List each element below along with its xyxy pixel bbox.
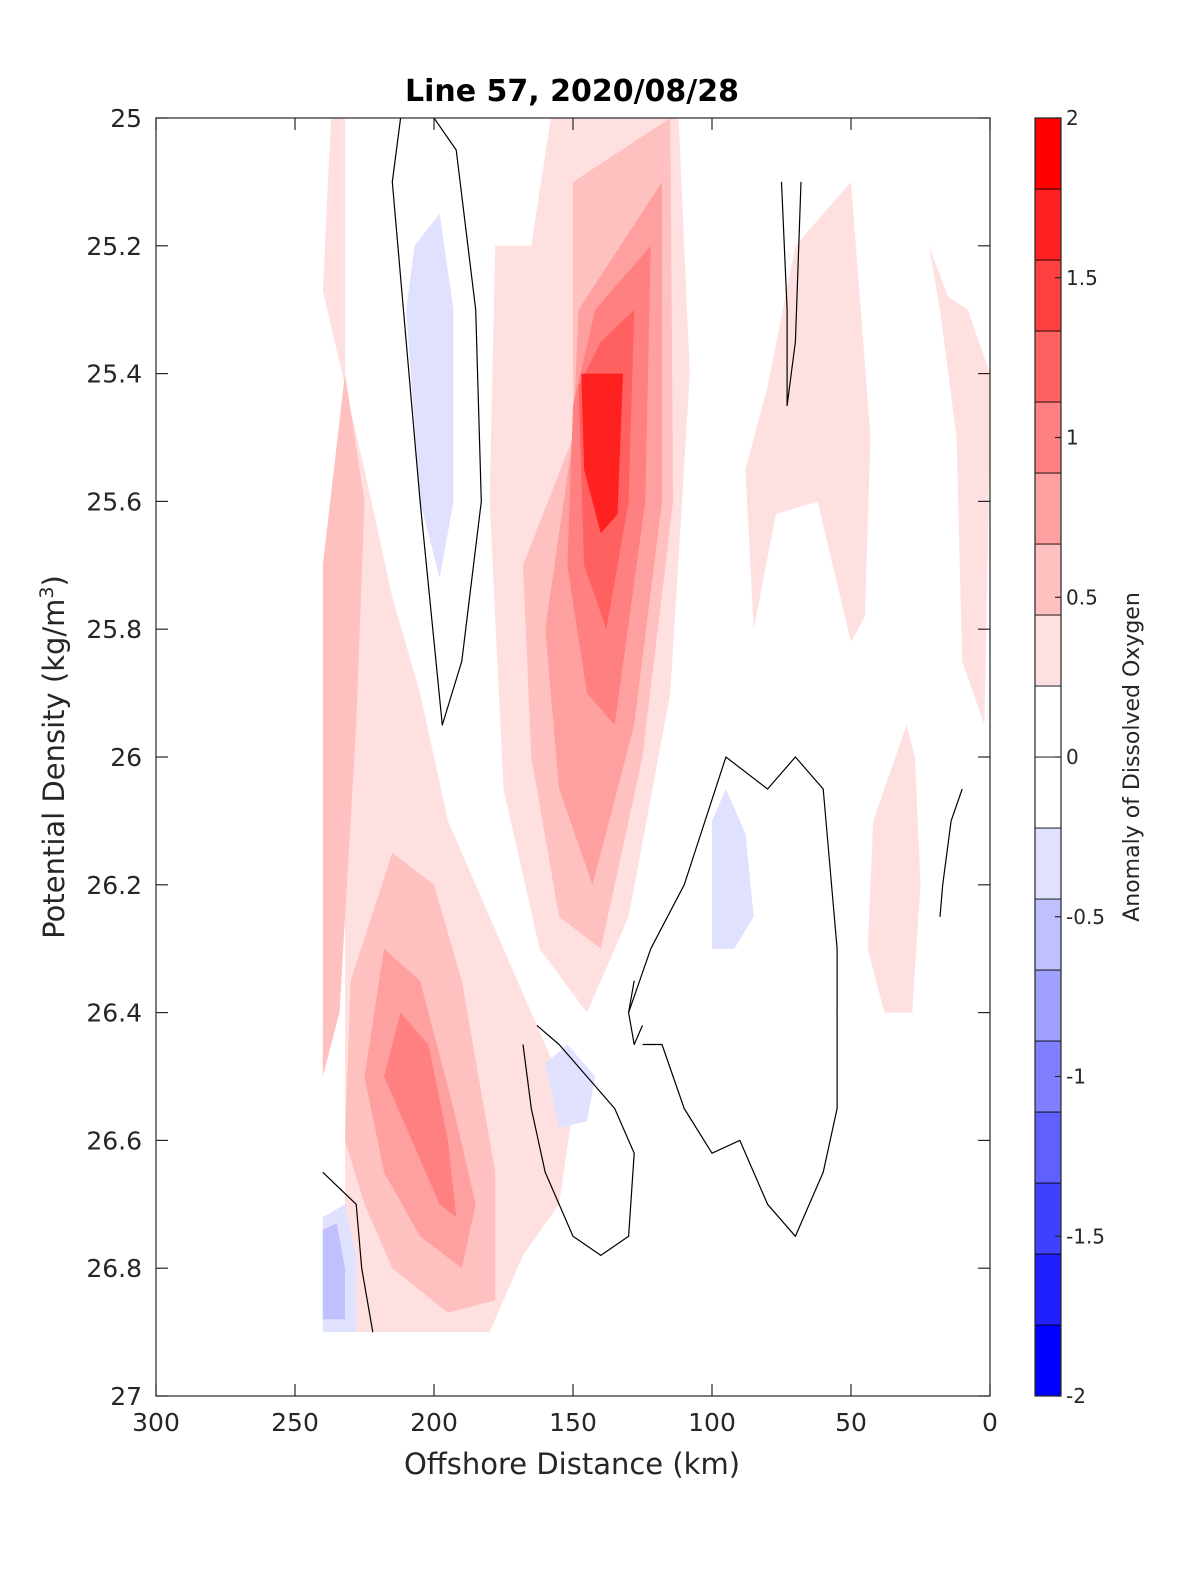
zero-contours [322,118,963,1333]
anomaly-region-16 [545,1044,596,1128]
y-tick-label: 25.4 [86,360,142,389]
anomaly-region-5 [322,373,365,1077]
y-tick-label: 25.8 [86,615,142,644]
zero-contour-2 [628,756,838,1237]
y-tick-label: 26.4 [86,999,142,1028]
colorbar-tick-label: 0 [1066,745,1079,769]
colorbar-swatch [1034,898,1062,971]
colorbar-swatch [1034,685,1062,758]
colorbar-tick-label: 2 [1066,106,1079,130]
y-tick-label: 26.8 [86,1254,142,1283]
colorbar-tick-label: -0.5 [1066,905,1105,929]
x-tick-label: 300 [132,1408,180,1437]
x-tick-label: 200 [410,1408,458,1437]
anomaly-region-3 [867,725,921,1013]
colorbar-swatch [1034,472,1062,545]
zero-contour-4 [322,1171,374,1333]
anomaly-region-11 [384,1012,457,1218]
anomaly-region-1 [745,181,871,642]
y-tick-label: 26.2 [86,871,142,900]
anomaly-region-18 [322,1223,345,1320]
colorbar-tick-label: -1.5 [1066,1224,1105,1248]
anomaly-region-14 [406,213,454,579]
y-tick-label: 27 [110,1382,142,1411]
colorbar-swatch [1034,969,1062,1042]
x-axis-label: Offshore Distance (km) [404,1447,740,1481]
colorbar-tick-label: -1 [1066,1065,1086,1089]
colorbar-swatch [1034,1253,1062,1326]
zero-contour-6 [627,980,644,1046]
colorbar-swatch [1034,330,1062,403]
colorbar-swatch [1034,1324,1062,1397]
colorbar-swatch [1034,543,1062,616]
anomaly-region-15 [712,789,754,949]
colorbar-swatch [1034,827,1062,900]
colorbar-swatch [1034,756,1062,829]
anomaly-region-13 [581,373,623,534]
anomaly-region-2 [928,245,990,726]
y-tick-label: 25 [110,104,142,133]
colorbar: -2 -1.5 -1 -0.5 0 0.5 1 1.5 2 [1034,106,1105,1408]
y-tick-label: 26 [110,743,142,772]
zero-contour-3 [522,1024,635,1257]
x-tick-label: 0 [982,1408,998,1437]
colorbar-tick-label: 1.5 [1066,266,1098,290]
x-tick-label: 250 [271,1408,319,1437]
colorbar-swatch [1034,259,1062,332]
colorbar-swatch [1034,117,1062,190]
zero-contour-0 [391,118,482,726]
colorbar-label: Anomaly of Dissolved Oxygen [1120,592,1145,922]
x-tick-label: 50 [835,1408,867,1437]
chart-title: Line 57, 2020/08/28 [405,74,739,109]
y-axis: 25 25.2 25.4 25.6 25.8 26 26.2 26.4 26.6 26.8 27 [86,104,990,1411]
anomaly-fields [322,118,990,1333]
colorbar-tick-label: 0.5 [1066,585,1098,609]
colorbar-tick-label: 1 [1066,426,1079,450]
x-tick-label: 100 [688,1408,736,1437]
zero-contour-5 [939,788,963,917]
zero-contour-1 [780,181,802,407]
y-tick-label: 25.6 [86,487,142,516]
colorbar-swatch [1034,1111,1062,1184]
colorbar-swatch [1034,614,1062,687]
x-tick-label: 150 [549,1408,597,1437]
colorbar-swatch [1034,188,1062,261]
colorbar-swatch [1034,1182,1062,1255]
y-tick-label: 26.6 [86,1126,142,1155]
y-tick-label: 25.2 [86,232,142,261]
x-axis: 300 250 200 150 100 50 0 [132,118,998,1437]
colorbar-tick-label: -2 [1066,1384,1086,1408]
y-axis-label: Potential Density (kg/m3) [36,575,71,939]
